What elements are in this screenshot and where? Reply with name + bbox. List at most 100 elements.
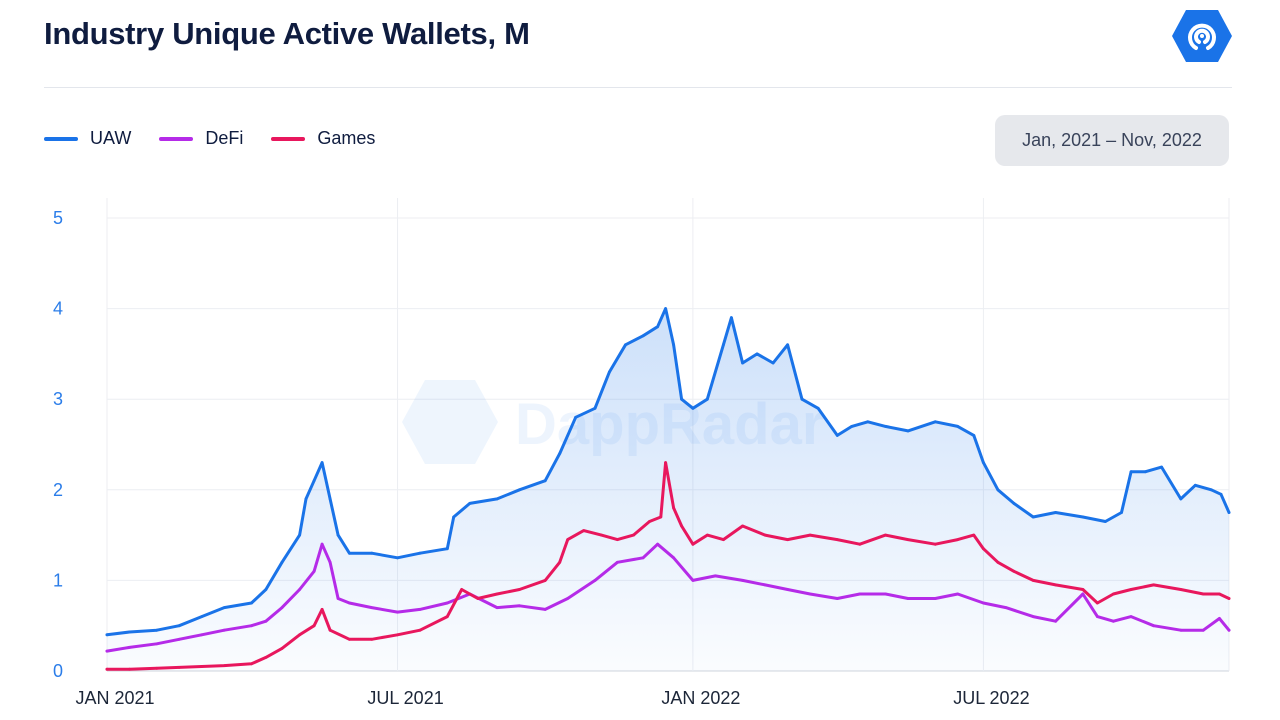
y-tick-label: 2	[53, 480, 63, 500]
data-point-uaw	[972, 434, 976, 437]
data-point-uaw	[884, 425, 887, 428]
data-point-uaw	[445, 547, 449, 551]
data-point-defi	[808, 592, 812, 596]
data-point-games	[1081, 588, 1085, 591]
data-point-games	[616, 538, 619, 541]
data-point-uaw	[1193, 483, 1197, 487]
data-point-defi	[280, 606, 284, 609]
data-point-defi	[1081, 592, 1085, 596]
data-point-defi	[370, 606, 374, 609]
data-point-games	[155, 666, 159, 670]
data-point-defi	[250, 624, 253, 628]
data-point-defi	[933, 597, 937, 600]
data-point-defi	[741, 579, 744, 582]
legend-item-uaw[interactable]: UAW	[44, 128, 131, 149]
chart-axes: 0 1 2 3 4 5 JAN 2021 JUL 2021 JAN 2022 JUL 2022	[53, 208, 1030, 708]
data-point-defi	[128, 646, 131, 649]
data-point-games	[1227, 597, 1231, 600]
legend-label-defi: DeFi	[205, 128, 244, 148]
data-point-games	[1179, 588, 1183, 591]
data-point-uaw	[1120, 511, 1123, 514]
data-point-games	[741, 524, 744, 528]
data-point-games	[691, 542, 695, 546]
data-point-defi	[264, 619, 268, 623]
data-point-games	[664, 461, 667, 464]
x-tick-label: JAN 2021	[75, 688, 154, 708]
data-point-uaw	[396, 556, 399, 560]
data-point-uaw	[1160, 465, 1163, 469]
data-point-defi	[1152, 624, 1155, 628]
y-tick-label: 4	[53, 299, 63, 319]
data-point-uaw	[641, 334, 645, 338]
data-point-uaw	[755, 352, 759, 356]
data-point-defi	[656, 542, 659, 546]
legend-swatch-defi	[159, 136, 194, 141]
data-point-games	[600, 533, 603, 537]
data-point-uaw	[336, 533, 340, 537]
data-point-uaw	[250, 601, 253, 605]
legend-item-games[interactable]: Games	[271, 128, 375, 149]
y-tick-label: 3	[53, 389, 63, 409]
data-point-uaw	[786, 343, 789, 347]
data-point-defi	[396, 610, 399, 614]
data-point-defi	[1096, 615, 1099, 618]
data-point-uaw	[1129, 470, 1133, 474]
data-point-uaw	[906, 429, 910, 433]
data-point-games	[476, 597, 480, 600]
data-point-uaw	[656, 325, 659, 329]
data-point-games	[320, 608, 324, 611]
data-point-games	[632, 533, 635, 537]
data-point-games	[250, 662, 253, 666]
data-point-defi	[543, 608, 547, 611]
page-title: Industry Unique Active Wallets, M	[44, 16, 530, 51]
data-point-defi	[222, 628, 226, 632]
data-point-games	[280, 647, 284, 650]
data-point-uaw	[264, 588, 268, 591]
data-point-games	[222, 664, 226, 667]
data-point-games	[858, 542, 862, 546]
data-point-defi	[312, 569, 316, 573]
data-point-uaw	[222, 606, 226, 609]
y-tick-label: 5	[53, 208, 63, 228]
data-point-defi	[177, 637, 181, 641]
data-point-uaw	[866, 420, 870, 424]
data-point-uaw	[543, 479, 547, 483]
data-point-uaw	[933, 420, 937, 424]
data-point-games	[312, 624, 316, 628]
legend-swatch-games	[271, 136, 306, 141]
data-point-games	[1112, 592, 1115, 596]
data-point-defi	[518, 604, 521, 608]
data-point-defi	[593, 579, 597, 582]
data-point-games	[722, 538, 725, 541]
date-range-selector[interactable]: Jan, 2021 – Nov, 2022	[995, 115, 1229, 166]
data-point-defi	[1218, 617, 1221, 620]
series-area-uaw	[107, 308, 1229, 671]
data-point-defi	[672, 556, 675, 560]
data-point-uaw	[982, 461, 985, 464]
legend-item-defi[interactable]: DeFi	[159, 128, 243, 149]
data-point-uaw	[177, 624, 181, 628]
data-point-games	[648, 520, 651, 523]
data-point-games	[1031, 579, 1035, 582]
data-point-games	[705, 533, 709, 537]
data-point-games	[1152, 583, 1155, 587]
data-point-uaw	[1081, 515, 1085, 519]
data-point-defi	[418, 608, 422, 611]
data-point-games	[543, 579, 547, 582]
data-point-defi	[105, 649, 109, 653]
data-point-defi	[906, 597, 910, 600]
data-point-defi	[616, 560, 619, 564]
data-point-uaw	[835, 434, 839, 437]
data-point-uaw	[128, 630, 131, 634]
legend-label-uaw: UAW	[90, 128, 132, 148]
data-point-defi	[1054, 619, 1057, 623]
data-point-games	[884, 533, 887, 537]
data-point-uaw	[1227, 511, 1231, 514]
data-point-games	[835, 538, 839, 541]
data-point-games	[582, 529, 586, 532]
data-point-games	[1218, 592, 1221, 596]
data-point-games	[763, 533, 767, 537]
dappradar-logo-icon[interactable]	[1170, 8, 1234, 64]
data-point-uaw	[298, 533, 301, 537]
